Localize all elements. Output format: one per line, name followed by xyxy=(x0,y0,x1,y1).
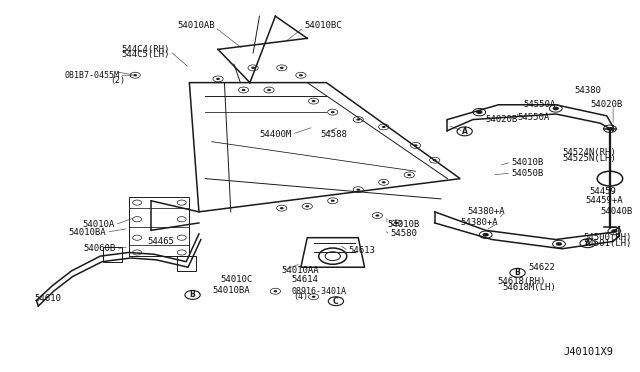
Text: 54501(LH): 54501(LH) xyxy=(584,239,632,248)
Text: 54550A: 54550A xyxy=(517,113,549,122)
Text: 54010BA: 54010BA xyxy=(212,286,250,295)
Text: 54010AB: 54010AB xyxy=(177,21,215,30)
Circle shape xyxy=(312,100,316,102)
Bar xyxy=(177,256,196,271)
Text: 54010C: 54010C xyxy=(221,275,253,283)
Text: 54550A: 54550A xyxy=(524,100,556,109)
Text: 54588: 54588 xyxy=(320,130,347,139)
Text: 54010B: 54010B xyxy=(511,157,543,167)
Text: A: A xyxy=(585,239,591,248)
Circle shape xyxy=(476,110,483,114)
Circle shape xyxy=(611,229,618,233)
Circle shape xyxy=(331,111,335,113)
Text: 54524N(RH): 54524N(RH) xyxy=(563,148,616,157)
Circle shape xyxy=(556,242,562,246)
Text: 54500(RH): 54500(RH) xyxy=(584,233,632,242)
Text: 54465: 54465 xyxy=(148,237,175,246)
Text: 54459+A: 54459+A xyxy=(585,196,623,205)
Text: 54618(RH): 54618(RH) xyxy=(498,278,546,286)
Circle shape xyxy=(312,296,316,298)
Text: 54040B: 54040B xyxy=(600,207,632,217)
Text: J40101X9: J40101X9 xyxy=(563,347,613,357)
Text: 54614: 54614 xyxy=(291,275,318,283)
Circle shape xyxy=(483,233,489,237)
Circle shape xyxy=(331,200,335,202)
Text: 54459: 54459 xyxy=(589,187,616,196)
Circle shape xyxy=(216,78,220,80)
Text: 54622: 54622 xyxy=(529,263,556,272)
Circle shape xyxy=(376,214,380,217)
Text: (2): (2) xyxy=(111,76,125,85)
Circle shape xyxy=(407,174,411,176)
Circle shape xyxy=(382,181,386,183)
Text: 54380: 54380 xyxy=(575,86,602,94)
Text: 08916-3401A: 08916-3401A xyxy=(291,287,346,296)
Text: 54010A: 54010A xyxy=(83,220,115,229)
Text: 54380+A: 54380+A xyxy=(467,207,505,217)
Text: 54525N(LH): 54525N(LH) xyxy=(563,154,616,163)
Text: C: C xyxy=(333,297,339,306)
Circle shape xyxy=(273,290,277,292)
Text: 54618M(LH): 54618M(LH) xyxy=(502,283,556,292)
Circle shape xyxy=(305,205,309,208)
Circle shape xyxy=(433,159,436,161)
Circle shape xyxy=(280,67,284,69)
Circle shape xyxy=(242,89,246,91)
Circle shape xyxy=(394,222,398,224)
Text: 081B7-0455M: 081B7-0455M xyxy=(64,71,119,80)
Text: B: B xyxy=(515,268,520,277)
Text: 54010BC: 54010BC xyxy=(304,21,342,30)
Text: (4): (4) xyxy=(293,292,308,301)
Text: 54610: 54610 xyxy=(35,294,61,303)
Circle shape xyxy=(382,126,386,128)
Text: 54613: 54613 xyxy=(349,246,376,255)
Text: 54010AA: 54010AA xyxy=(282,266,319,275)
Circle shape xyxy=(280,207,284,209)
Text: 544C4(RH): 544C4(RH) xyxy=(122,45,170,54)
Text: 54400M: 54400M xyxy=(259,130,291,139)
Text: 54010B: 54010B xyxy=(387,220,419,229)
Text: B: B xyxy=(189,291,195,299)
Text: 54020B: 54020B xyxy=(591,100,623,109)
Text: 54580: 54580 xyxy=(390,230,417,238)
Text: 54060B: 54060B xyxy=(84,244,116,253)
Circle shape xyxy=(133,74,137,76)
Circle shape xyxy=(356,118,360,121)
Circle shape xyxy=(552,107,559,110)
Circle shape xyxy=(251,67,255,69)
Circle shape xyxy=(413,144,417,147)
Circle shape xyxy=(299,74,303,76)
Text: A: A xyxy=(461,127,468,136)
Text: 54020B: 54020B xyxy=(485,115,518,124)
Text: 54010BA: 54010BA xyxy=(69,228,106,237)
Bar xyxy=(103,247,122,262)
Circle shape xyxy=(607,127,613,131)
Circle shape xyxy=(267,89,271,91)
Text: 54380+A: 54380+A xyxy=(461,218,499,227)
Text: 54050B: 54050B xyxy=(511,169,543,177)
Text: 544C5(LH): 544C5(LH) xyxy=(122,51,170,60)
Circle shape xyxy=(356,189,360,191)
